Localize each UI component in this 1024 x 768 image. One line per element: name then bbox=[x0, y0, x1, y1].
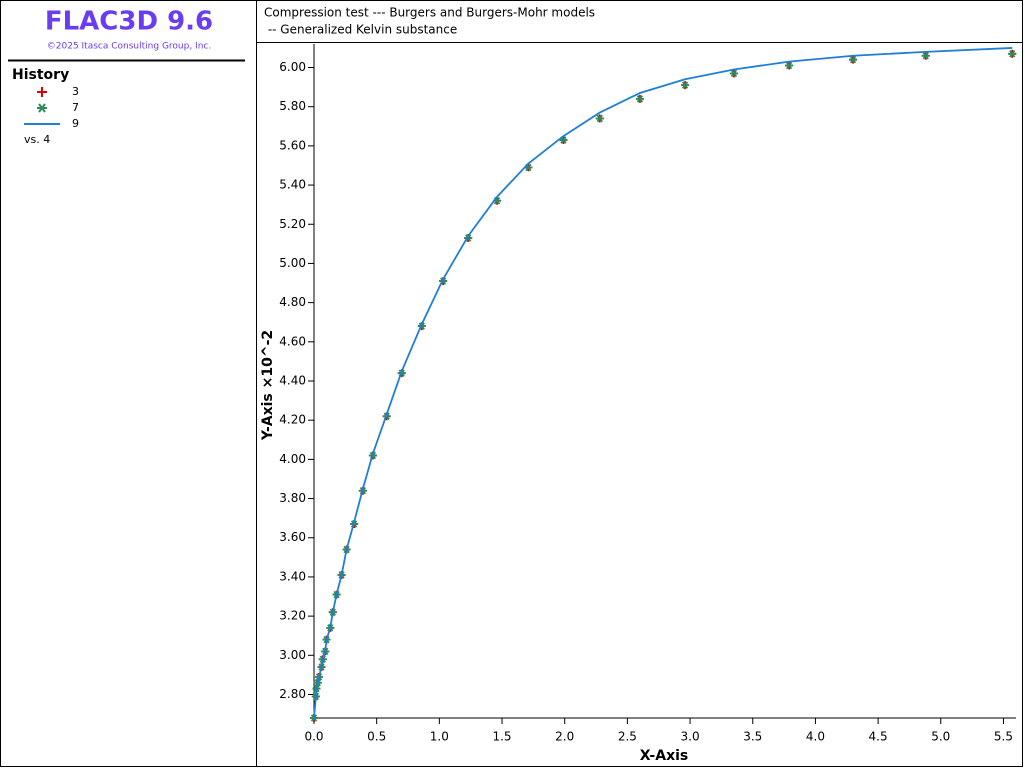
x-tick-label: 2.0 bbox=[555, 730, 574, 744]
data-point bbox=[921, 52, 930, 60]
y-axis-label: Y-Axis ×10^-2 bbox=[260, 330, 276, 441]
x-tick-label: 2.5 bbox=[618, 730, 637, 744]
y-tick-label: 5.00 bbox=[279, 256, 306, 270]
y-tick-label: 4.40 bbox=[279, 374, 306, 388]
y-tick-label: 3.80 bbox=[279, 491, 306, 505]
y-tick-label: 4.20 bbox=[279, 413, 306, 427]
legend-swatch bbox=[37, 103, 47, 113]
x-tick-label: 4.0 bbox=[806, 730, 825, 744]
y-tick-label: 5.40 bbox=[279, 178, 306, 192]
y-tick-label: 4.60 bbox=[279, 334, 306, 348]
legend-label: 7 bbox=[72, 101, 79, 114]
legend-label: 3 bbox=[72, 85, 79, 98]
legend-swatch bbox=[37, 87, 47, 97]
y-tick-label: 5.80 bbox=[279, 99, 306, 113]
chart-title: Compression test --- Burgers and Burgers… bbox=[264, 6, 595, 20]
x-tick-label: 5.5 bbox=[994, 730, 1013, 744]
x-tick-label: 1.0 bbox=[430, 730, 449, 744]
data-point bbox=[681, 81, 690, 89]
data-point bbox=[635, 95, 644, 103]
x-tick-label: 3.0 bbox=[681, 730, 700, 744]
y-tick-label: 3.00 bbox=[279, 648, 306, 662]
copyright: ©2025 Itasca Consulting Group, Inc. bbox=[47, 42, 211, 52]
x-tick-label: 5.0 bbox=[931, 730, 950, 744]
x-tick-label: 0.5 bbox=[367, 730, 386, 744]
x-tick-label: 4.5 bbox=[869, 730, 888, 744]
legend-title: History bbox=[12, 67, 69, 83]
y-tick-label: 4.00 bbox=[279, 452, 306, 466]
data-point bbox=[1008, 50, 1017, 58]
y-tick-label: 6.00 bbox=[279, 60, 306, 74]
app-title: FLAC3D 9.6 bbox=[45, 7, 213, 37]
data-point bbox=[729, 69, 738, 78]
data-point bbox=[785, 61, 794, 70]
legend-footer: vs. 4 bbox=[24, 133, 50, 146]
y-tick-label: 5.20 bbox=[279, 217, 306, 231]
y-tick-label: 3.40 bbox=[279, 569, 306, 583]
y-tick-label: 5.60 bbox=[279, 138, 306, 152]
y-tick-label: 4.80 bbox=[279, 295, 306, 309]
legend-label: 9 bbox=[72, 117, 79, 130]
x-axis-label: X-Axis bbox=[640, 748, 688, 764]
y-tick-label: 3.20 bbox=[279, 609, 306, 623]
y-tick-label: 3.60 bbox=[279, 530, 306, 544]
data-line bbox=[313, 47, 1013, 719]
x-tick-label: 1.5 bbox=[492, 730, 511, 744]
y-tick-label: 2.80 bbox=[279, 687, 306, 701]
data-point bbox=[849, 55, 858, 64]
x-tick-label: 3.5 bbox=[743, 730, 762, 744]
x-tick-label: 0.0 bbox=[304, 730, 323, 744]
chart-subtitle: -- Generalized Kelvin substance bbox=[264, 23, 457, 37]
data-point bbox=[595, 114, 604, 123]
